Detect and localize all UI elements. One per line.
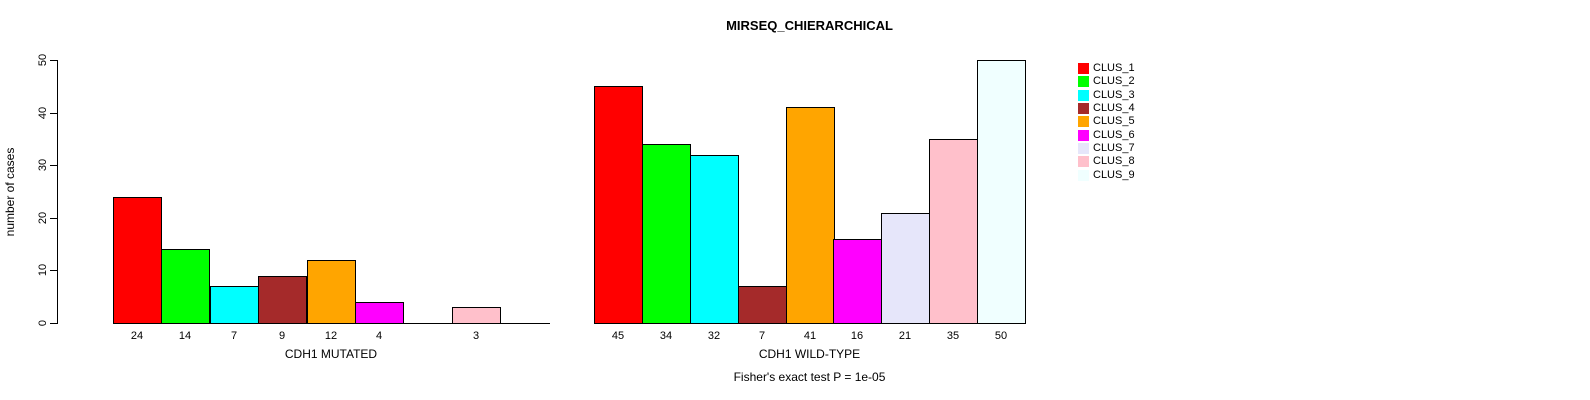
y-tick [50, 323, 57, 324]
legend-item-CLUS_3: CLUS_3 [1078, 89, 1135, 102]
bar-value-label: 4 [375, 330, 383, 342]
legend-item-label: CLUS_3 [1093, 88, 1135, 101]
bar-CLUS_6 [355, 302, 404, 324]
bar-CLUS_8 [929, 139, 978, 324]
bar-value-label: 21 [898, 330, 912, 342]
bar-CLUS_5 [307, 260, 356, 324]
y-tick-label: 30 [37, 158, 49, 172]
y-tick [50, 113, 57, 114]
legend-item-label: CLUS_7 [1093, 141, 1135, 154]
chart-title: MIRSEQ_CHIERARCHICAL [726, 18, 893, 33]
bar-value-label: 9 [278, 330, 286, 342]
bar-CLUS_2 [642, 144, 691, 324]
legend-item-CLUS_7: CLUS_7 [1078, 142, 1135, 155]
bar-value-label: 24 [130, 330, 144, 342]
y-tick [50, 165, 57, 166]
y-tick-label: 0 [37, 319, 49, 327]
bar-CLUS_6 [833, 239, 882, 324]
y-tick-label: 40 [37, 106, 49, 120]
y-tick [50, 218, 57, 219]
legend-item-label: CLUS_1 [1093, 62, 1135, 75]
bar-value-label: 3 [472, 330, 480, 342]
x-axis-label-cdh1-wild-type: CDH1 WILD-TYPE [758, 347, 861, 361]
legend-swatch-icon [1078, 89, 1089, 101]
bar-value-label: 16 [850, 330, 864, 342]
bar-CLUS_4 [738, 286, 787, 324]
legend-item-label: CLUS_8 [1093, 155, 1135, 168]
bar-CLUS_3 [690, 155, 739, 324]
legend-item-CLUS_9: CLUS_9 [1078, 168, 1135, 181]
legend-swatch-icon [1078, 156, 1089, 168]
bar-CLUS_1 [113, 197, 162, 324]
y-tick [50, 60, 57, 61]
legend-item-label: CLUS_4 [1093, 102, 1135, 115]
legend-item-label: CLUS_6 [1093, 128, 1135, 141]
bar-CLUS_2 [161, 249, 210, 324]
bar-CLUS_7 [881, 213, 930, 324]
bar-value-label: 32 [707, 330, 721, 342]
y-axis-label: number of cases [3, 147, 17, 237]
fisher-test-note: Fisher's exact test P = 1e-05 [733, 370, 886, 384]
y-tick-label: 10 [37, 263, 49, 277]
legend-item-CLUS_1: CLUS_1 [1078, 62, 1135, 75]
bar-CLUS_4 [258, 276, 307, 324]
legend-swatch-icon [1078, 142, 1089, 154]
legend-swatch-icon [1078, 63, 1089, 75]
legend-item-CLUS_6: CLUS_6 [1078, 128, 1135, 141]
bar-CLUS_3 [210, 286, 259, 324]
bar-value-label: 41 [803, 330, 817, 342]
bar-value-label: 50 [994, 330, 1008, 342]
bar-value-label: 7 [230, 330, 238, 342]
legend-swatch-icon [1078, 76, 1089, 88]
legend-item-label: CLUS_5 [1093, 115, 1135, 128]
legend-swatch-icon [1078, 116, 1089, 128]
legend-item-label: CLUS_2 [1093, 75, 1135, 88]
legend-swatch-icon [1078, 169, 1089, 181]
bar-value-label: 7 [758, 330, 766, 342]
legend-swatch-icon [1078, 129, 1089, 141]
y-tick-label: 20 [37, 211, 49, 225]
bar-CLUS_9 [977, 60, 1026, 324]
legend-item-label: CLUS_9 [1093, 168, 1135, 181]
legend-item-CLUS_8: CLUS_8 [1078, 155, 1135, 168]
bar-CLUS_8 [452, 307, 501, 324]
legend: CLUS_1 CLUS_2 CLUS_3 CLUS_4 CLUS_5 CLUS_6 CLUS… [1078, 62, 1135, 182]
bar-value-label: 45 [611, 330, 625, 342]
y-tick-label: 50 [37, 53, 49, 67]
x-axis-label-cdh1-mutated: CDH1 MUTATED [284, 347, 378, 361]
legend-item-CLUS_2: CLUS_2 [1078, 75, 1135, 88]
legend-item-CLUS_4: CLUS_4 [1078, 102, 1135, 115]
bar-value-label: 35 [946, 330, 960, 342]
y-tick [50, 270, 57, 271]
legend-item-CLUS_5: CLUS_5 [1078, 115, 1135, 128]
bar-value-label: 14 [178, 330, 192, 342]
bar-CLUS_5 [786, 107, 835, 324]
y-axis-line [57, 60, 58, 324]
bar-value-label: 34 [659, 330, 673, 342]
bar-CLUS_1 [594, 86, 643, 324]
bar-value-label: 12 [324, 330, 338, 342]
legend-swatch-icon [1078, 103, 1089, 115]
